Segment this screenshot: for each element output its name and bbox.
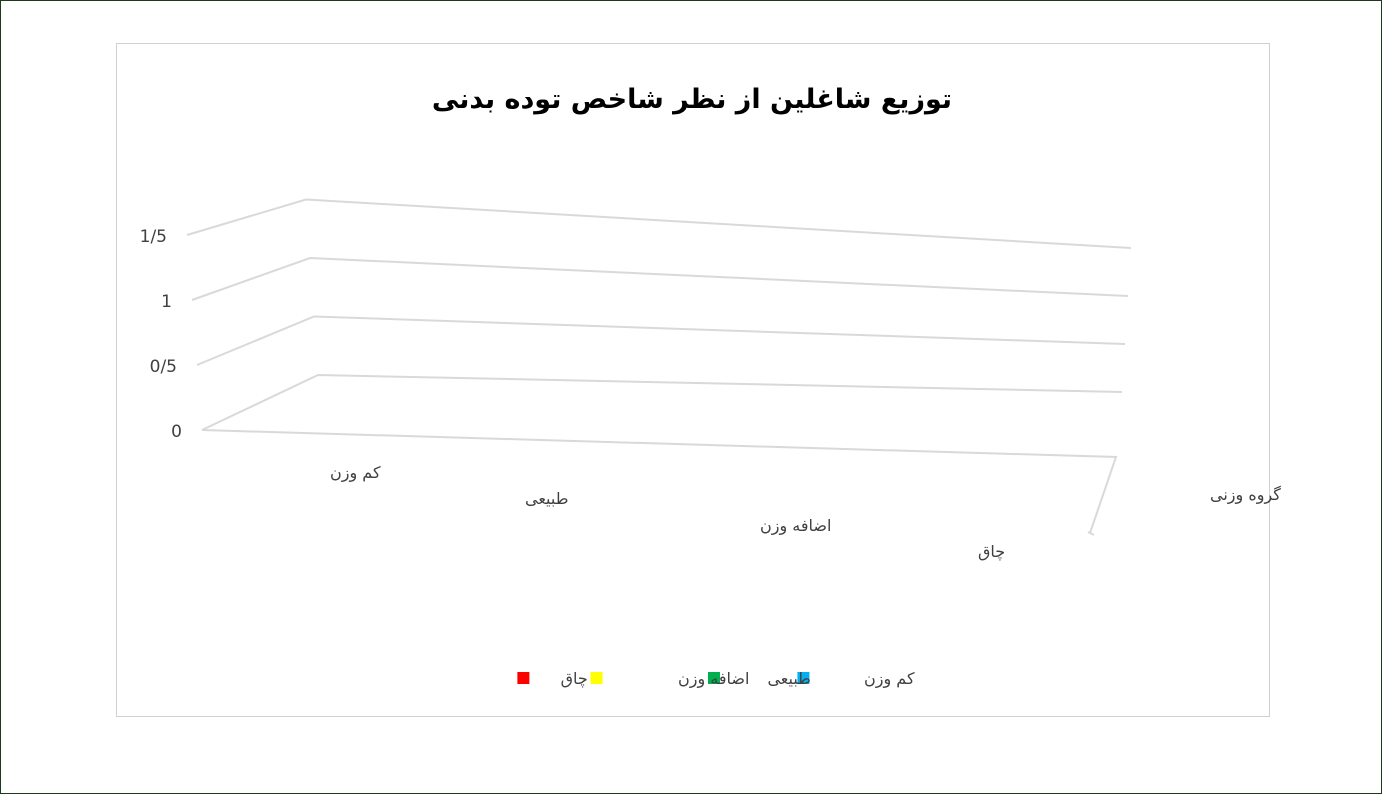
x-category-label: چاق — [978, 542, 1005, 561]
x-category-label: طبیعی — [525, 489, 568, 508]
y-axis-ticks: 0 0/5 1 1/5 — [140, 227, 182, 442]
gridline — [196, 315, 1126, 366]
gridline — [186, 198, 1132, 249]
legend-label: کم وزن — [864, 669, 915, 689]
x-axis-categories: کم وزن طبیعی اضافه وزن چاق — [330, 463, 1005, 561]
chart-title: توزیع شاغلین از نظر شاخص توده بدنی — [432, 84, 952, 115]
legend-swatch — [590, 672, 603, 684]
y-tick-label: 1 — [161, 292, 172, 312]
gridlines — [186, 198, 1132, 536]
x-category-label: کم وزن — [330, 463, 381, 483]
legend: کم وزن طبیعی اضافه وزن چاق — [517, 669, 915, 689]
legend-swatch — [797, 672, 810, 684]
depth-axis-tick — [1087, 531, 1095, 536]
y-tick-label: 0 — [171, 422, 182, 442]
x-category-label: اضافه وزن — [760, 516, 831, 536]
legend-swatch — [517, 672, 530, 684]
legend-label: اضافه وزن — [678, 669, 749, 689]
y-tick-label: 0/5 — [150, 357, 177, 377]
legend-label: طبیعی — [767, 669, 810, 688]
legend-label: چاق — [561, 669, 588, 688]
floor-edge — [201, 429, 1118, 534]
gridline — [191, 256, 1129, 301]
gridline — [201, 373, 1123, 431]
legend-swatch — [707, 672, 720, 684]
y-tick-label: 1/5 — [140, 227, 167, 247]
depth-axis-label: گروه وزنی — [1210, 485, 1281, 505]
